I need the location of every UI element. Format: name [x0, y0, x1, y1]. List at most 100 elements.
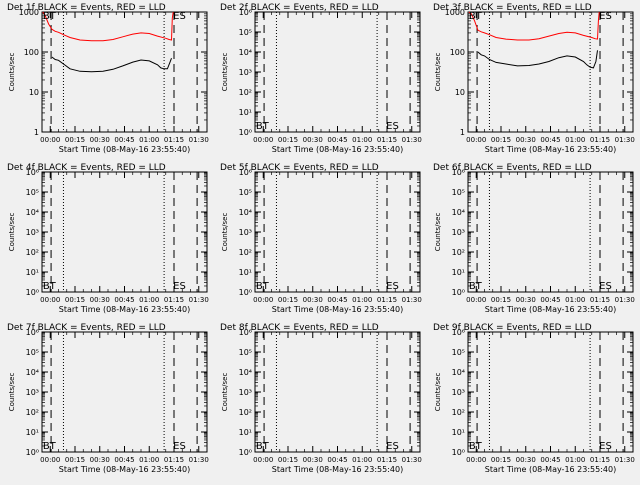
- y-tick-label: 10¹: [239, 108, 252, 117]
- x-tick-label: 00:00: [466, 136, 486, 144]
- x-tick-label: 00:00: [253, 296, 273, 304]
- plot-frame: [254, 11, 421, 133]
- y-tick-label: 1: [34, 128, 39, 137]
- x-tick-label: 00:15: [278, 136, 298, 144]
- x-axis-label: Start Time (08-May-16 23:55:40): [485, 305, 616, 314]
- lld-series-line: [468, 11, 600, 41]
- y-tick-label: 10⁴: [239, 208, 252, 217]
- x-tick-label: 01:30: [189, 456, 209, 464]
- x-tick-label: 00:30: [90, 296, 110, 304]
- y-tick-label: 1000: [445, 8, 465, 17]
- x-tick-label: 01:00: [565, 296, 585, 304]
- plot-title: Det 8f BLACK = Events, RED = LLD: [220, 323, 379, 333]
- detector-plot-7: Det 7f BLACK = Events, RED = LLD 10⁰ 10¹ 10…: [7, 323, 209, 474]
- marker-label-es: ES: [599, 11, 612, 22]
- x-tick-label: 01:00: [352, 296, 372, 304]
- y-axis-label: Counts/sec: [221, 373, 229, 412]
- y-tick-label: 10²: [239, 88, 252, 97]
- y-axis-label: Counts/sec: [8, 373, 16, 412]
- y-tick-label: 10: [29, 88, 39, 97]
- x-tick-label: 00:30: [516, 456, 536, 464]
- x-axis-label: Start Time (08-May-16 23:55:40): [59, 145, 190, 154]
- x-tick-label: 00:00: [253, 136, 273, 144]
- x-tick-label: 00:00: [253, 456, 273, 464]
- x-tick-label: 01:15: [164, 136, 184, 144]
- plot-frame: [467, 11, 634, 133]
- marker-label-es: ES: [173, 11, 186, 22]
- y-tick-label: 10¹: [239, 428, 252, 437]
- plot-title: Det 5f BLACK = Events, RED = LLD: [220, 163, 379, 173]
- lld-series-line: [42, 11, 174, 42]
- y-tick-label: 10: [455, 88, 465, 97]
- x-tick-label: 01:15: [590, 296, 610, 304]
- y-tick-label: 10³: [26, 228, 39, 237]
- y-tick-label: 10⁴: [26, 208, 39, 217]
- x-tick-label: 00:15: [65, 456, 85, 464]
- x-tick-label: 00:45: [114, 296, 134, 304]
- plot-title: Det 3f BLACK = Events, RED = LLD: [433, 3, 592, 13]
- y-tick-label: 10²: [239, 408, 252, 417]
- y-tick-label: 10⁵: [26, 188, 39, 197]
- x-axis-label: Start Time (08-May-16 23:55:40): [485, 145, 616, 154]
- x-tick-label: 00:45: [540, 456, 560, 464]
- y-tick-label: 1000: [19, 8, 39, 17]
- detector-plot-2: Det 2f BLACK = Events, RED = LLD 10⁰ 10¹ 10…: [220, 3, 422, 154]
- events-series-line: [51, 56, 172, 73]
- marker-label-es: ES: [386, 441, 399, 452]
- detector-plot-8: Det 8f BLACK = Events, RED = LLD 10⁰ 10¹ 10…: [220, 323, 422, 474]
- y-tick-label: 10¹: [26, 428, 39, 437]
- y-tick-label: 10⁰: [26, 288, 39, 297]
- x-tick-label: 01:30: [189, 136, 209, 144]
- marker-label-bt: BT: [256, 441, 270, 452]
- x-tick-label: 01:15: [377, 136, 397, 144]
- y-tick-label: 10⁵: [239, 348, 252, 357]
- y-tick-label: 10¹: [452, 268, 465, 277]
- marker-label-es: ES: [173, 281, 186, 292]
- plot-title: Det 4f BLACK = Events, RED = LLD: [7, 163, 166, 173]
- x-tick-label: 00:45: [540, 136, 560, 144]
- y-tick-label: 10¹: [239, 268, 252, 277]
- y-tick-label: 10²: [26, 248, 39, 257]
- plot-frame: [41, 11, 208, 133]
- x-axis-label: Start Time (08-May-16 23:55:40): [272, 145, 403, 154]
- marker-label-es: ES: [173, 441, 186, 452]
- x-axis-label: Start Time (08-May-16 23:55:40): [272, 465, 403, 474]
- y-tick-label: 10⁰: [239, 128, 252, 137]
- marker-label-bt: BT: [469, 441, 483, 452]
- y-tick-label: 10⁴: [452, 208, 465, 217]
- x-tick-label: 00:45: [540, 296, 560, 304]
- x-tick-label: 00:45: [327, 136, 347, 144]
- y-tick-label: 10⁶: [239, 168, 252, 177]
- x-tick-label: 00:45: [327, 296, 347, 304]
- x-tick-label: 01:15: [377, 456, 397, 464]
- x-tick-label: 01:15: [164, 296, 184, 304]
- y-tick-label: 10⁰: [26, 448, 39, 457]
- x-tick-label: 01:00: [352, 456, 372, 464]
- x-tick-label: 00:30: [303, 296, 323, 304]
- x-tick-label: 00:15: [65, 296, 85, 304]
- x-tick-label: 00:45: [114, 456, 134, 464]
- y-axis-label: Counts/sec: [434, 373, 442, 412]
- x-tick-label: 00:30: [303, 456, 323, 464]
- marker-label-bt: BT: [256, 281, 270, 292]
- x-tick-label: 00:00: [40, 296, 60, 304]
- y-tick-label: 100: [450, 48, 465, 57]
- y-tick-label: 10²: [452, 408, 465, 417]
- x-tick-label: 01:00: [139, 456, 159, 464]
- plot-title: Det 9f BLACK = Events, RED = LLD: [433, 323, 592, 333]
- x-tick-label: 00:30: [516, 296, 536, 304]
- y-tick-label: 10⁵: [26, 348, 39, 357]
- marker-label-es: ES: [599, 281, 612, 292]
- plot-title: Det 2f BLACK = Events, RED = LLD: [220, 3, 379, 13]
- x-axis-label: Start Time (08-May-16 23:55:40): [485, 465, 616, 474]
- x-tick-label: 00:00: [466, 296, 486, 304]
- x-tick-label: 01:15: [377, 296, 397, 304]
- detector-plot-5: Det 5f BLACK = Events, RED = LLD 10⁰ 10¹ 10…: [220, 163, 422, 314]
- marker-label-es: ES: [386, 121, 399, 132]
- marker-label-bt: BT: [469, 281, 483, 292]
- plot-frame: [41, 171, 208, 293]
- marker-label-bt: BT: [469, 11, 483, 22]
- x-tick-label: 01:00: [139, 136, 159, 144]
- y-tick-label: 10⁴: [239, 368, 252, 377]
- y-tick-label: 10³: [239, 68, 252, 77]
